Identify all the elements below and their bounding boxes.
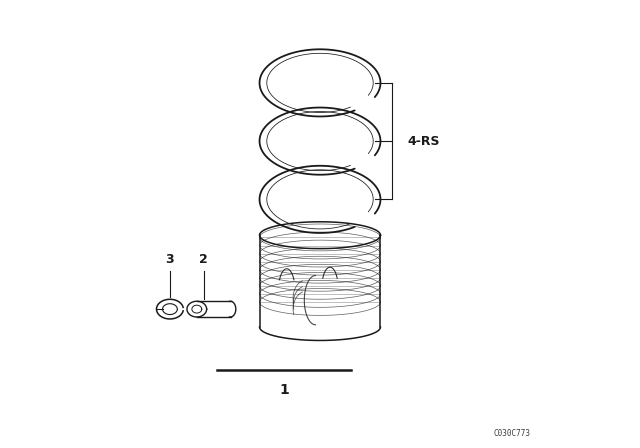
- Text: 2: 2: [199, 253, 208, 267]
- Text: 3: 3: [166, 253, 174, 267]
- Text: C030C773: C030C773: [493, 429, 531, 438]
- Text: 4-RS: 4-RS: [407, 134, 440, 148]
- Text: 1: 1: [279, 383, 289, 397]
